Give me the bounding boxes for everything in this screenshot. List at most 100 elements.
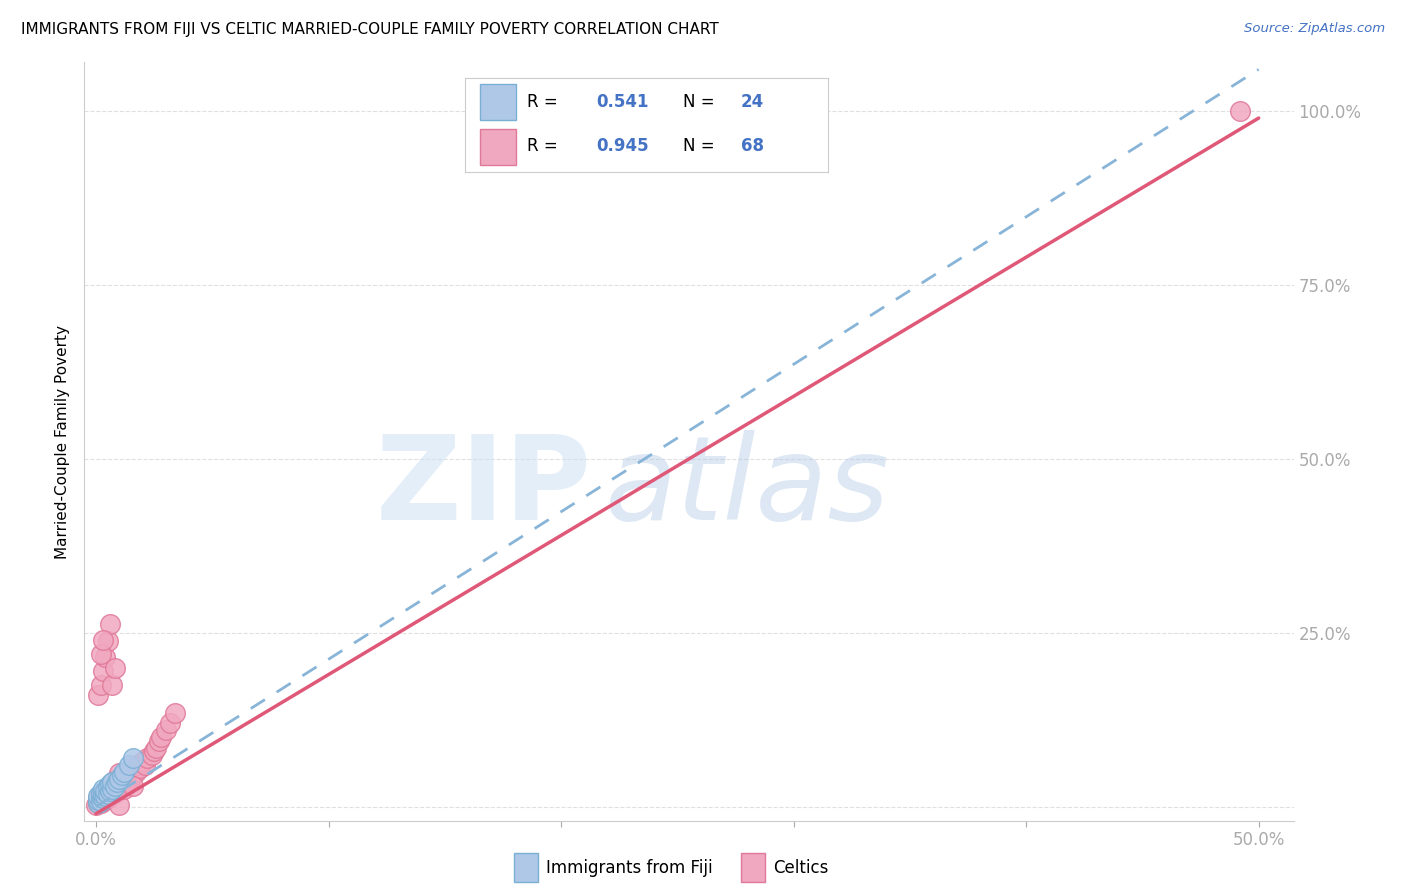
Text: atlas: atlas — [605, 430, 890, 544]
Point — [122, 751, 145, 765]
Point — [94, 650, 117, 665]
Point — [97, 787, 120, 801]
Point — [91, 664, 114, 678]
Point — [90, 793, 112, 807]
Point — [101, 782, 124, 797]
Point — [110, 780, 132, 795]
Point — [91, 632, 114, 647]
Point — [94, 784, 117, 798]
Point — [101, 775, 124, 789]
Point — [143, 744, 166, 758]
Point — [97, 634, 120, 648]
Point — [84, 797, 107, 812]
Point — [87, 789, 110, 804]
Point — [108, 797, 131, 812]
Point — [1229, 104, 1251, 119]
Point — [115, 766, 138, 780]
Point — [87, 793, 110, 807]
Point — [150, 730, 173, 744]
Point — [90, 794, 112, 808]
Point — [91, 790, 114, 805]
Point — [87, 791, 110, 805]
Bar — [513, 854, 538, 882]
Point — [120, 762, 142, 776]
Point — [108, 782, 131, 797]
Point — [87, 797, 110, 811]
Point — [101, 787, 124, 801]
Point — [87, 689, 110, 703]
Point — [122, 768, 145, 782]
Point — [105, 775, 128, 789]
Point — [91, 794, 114, 808]
Point — [117, 773, 139, 788]
Point — [104, 779, 127, 793]
Point — [108, 772, 131, 786]
Text: Source: ZipAtlas.com: Source: ZipAtlas.com — [1244, 22, 1385, 36]
Point — [112, 782, 135, 797]
Point — [98, 789, 121, 804]
Bar — [741, 854, 765, 882]
Point — [127, 758, 149, 772]
Y-axis label: Married-Couple Family Poverty: Married-Couple Family Poverty — [55, 325, 70, 558]
Point — [91, 787, 114, 801]
Point — [101, 678, 124, 692]
Point — [112, 769, 135, 783]
Text: IMMIGRANTS FROM FIJI VS CELTIC MARRIED-COUPLE FAMILY POVERTY CORRELATION CHART: IMMIGRANTS FROM FIJI VS CELTIC MARRIED-C… — [21, 22, 718, 37]
Point — [98, 784, 121, 798]
Point — [148, 733, 170, 747]
Text: Immigrants from Fiji: Immigrants from Fiji — [547, 859, 713, 877]
Point — [120, 771, 142, 785]
Point — [98, 784, 121, 798]
Point — [91, 787, 114, 801]
Point — [155, 723, 177, 738]
Point — [159, 716, 181, 731]
Point — [104, 773, 127, 788]
Point — [141, 747, 163, 762]
Point — [90, 796, 112, 810]
Point — [129, 762, 152, 776]
Point — [122, 779, 145, 793]
Point — [131, 755, 153, 769]
Point — [90, 786, 112, 800]
Point — [165, 706, 187, 720]
Point — [112, 777, 135, 791]
Point — [112, 764, 135, 779]
Point — [101, 776, 124, 790]
Point — [90, 789, 112, 804]
Point — [98, 779, 121, 793]
Point — [110, 768, 132, 782]
Point — [101, 781, 124, 796]
Point — [145, 740, 167, 755]
Point — [104, 786, 127, 800]
Point — [105, 784, 128, 798]
Point — [97, 787, 120, 801]
Point — [108, 766, 131, 780]
Point — [97, 781, 120, 796]
Point — [94, 789, 117, 804]
Point — [91, 782, 114, 797]
Point — [115, 775, 138, 789]
Point — [117, 758, 139, 772]
Point — [98, 617, 121, 632]
Point — [104, 779, 127, 793]
Point — [97, 780, 120, 795]
Point — [87, 797, 110, 811]
Point — [94, 789, 117, 803]
Point — [91, 791, 114, 805]
Text: ZIP: ZIP — [377, 430, 592, 544]
Point — [104, 660, 127, 674]
Point — [90, 678, 112, 692]
Point — [94, 784, 117, 798]
Point — [105, 776, 128, 790]
Point — [110, 772, 132, 786]
Point — [108, 774, 131, 789]
Point — [134, 758, 156, 772]
Point — [90, 647, 112, 661]
Point — [124, 764, 146, 779]
Point — [94, 793, 117, 807]
Point — [87, 794, 110, 808]
Point — [97, 791, 120, 805]
Point — [136, 751, 159, 765]
Point — [90, 789, 112, 804]
Text: Celtics: Celtics — [773, 859, 830, 877]
